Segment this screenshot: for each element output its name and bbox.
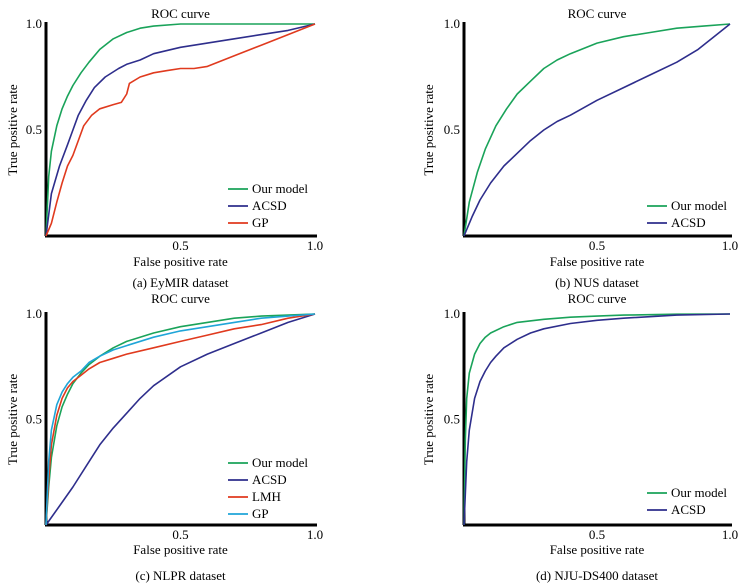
series-line-acsd: [463, 23, 731, 237]
x-tick-label: 1.0: [307, 238, 323, 253]
series-line-acsd: [463, 313, 731, 526]
y-tick-label: 1.0: [26, 16, 42, 31]
legend-label: ACSD: [671, 215, 706, 230]
chart-title: ROC curve: [568, 6, 627, 21]
series-line-acsd: [45, 23, 316, 237]
legend: Our model ACSD LMH GP: [228, 455, 308, 521]
legend-label: ACSD: [671, 502, 706, 517]
series-line-acsd: [45, 313, 316, 526]
y-tick-label: 0.5: [26, 122, 42, 137]
chart-caption: (a) EyMIR dataset: [132, 275, 228, 290]
y-axis-label: True positive rate: [421, 84, 436, 175]
chart-title: ROC curve: [151, 6, 210, 21]
y-axis-label: True positive rate: [421, 374, 436, 465]
legend-label: Our model: [671, 485, 727, 500]
y-axis-label: True positive rate: [5, 84, 20, 175]
x-tick-label: 1.0: [722, 527, 738, 542]
chart-caption: (d) NJU-DS400 dataset: [536, 568, 658, 583]
y-tick-label: 0.5: [444, 412, 460, 427]
legend-label: Our model: [252, 181, 308, 196]
chart-title: ROC curve: [568, 291, 627, 306]
y-tick-label: 0.5: [444, 122, 460, 137]
x-tick-label: 0.5: [589, 238, 605, 253]
chart-panel-2: ROC curve 0.5 1.0 0.5 1.0 False positive rate…: [421, 6, 738, 290]
x-tick-label: 1.0: [722, 238, 738, 253]
chart-title: ROC curve: [151, 291, 210, 306]
legend-label: ACSD: [252, 198, 287, 213]
chart-panel-3: ROC curve 0.5 1.0 0.5 1.0 False positive rate…: [5, 291, 323, 583]
x-axis-label: False positive rate: [550, 542, 645, 557]
x-axis-label: False positive rate: [550, 254, 645, 269]
x-axis-label: False positive rate: [133, 542, 228, 557]
chart-caption: (b) NUS dataset: [555, 275, 639, 290]
legend: Our model ACSD: [647, 198, 727, 230]
x-tick-label: 0.5: [172, 527, 188, 542]
y-tick-label: 0.5: [26, 412, 42, 427]
legend-label: GP: [252, 215, 269, 230]
legend-label: GP: [252, 506, 269, 521]
series-line-gp: [45, 23, 316, 237]
y-tick-label: 1.0: [26, 306, 42, 321]
legend-label: Our model: [252, 455, 308, 470]
chart-panel-1: ROC curve 0.5 1.0 0.5 1.0 False positive rate…: [5, 6, 323, 290]
x-tick-label: 0.5: [172, 238, 188, 253]
series-line-our-model: [45, 23, 315, 237]
legend-label: Our model: [671, 198, 727, 213]
series-line-our-model: [463, 23, 731, 237]
chart-panel-4: ROC curve 0.5 1.0 0.5 1.0 False positive rate…: [421, 291, 738, 583]
legend-label: LMH: [252, 489, 281, 504]
series-line-our-model: [463, 313, 731, 526]
x-tick-label: 0.5: [589, 527, 605, 542]
y-axis-label: True positive rate: [5, 374, 20, 465]
legend: Our model ACSD GP: [228, 181, 308, 230]
legend: Our model ACSD: [647, 485, 727, 517]
x-tick-label: 1.0: [307, 527, 323, 542]
series-line-lmh: [45, 313, 316, 526]
y-tick-label: 1.0: [444, 16, 460, 31]
series-line-gp: [45, 313, 316, 526]
legend-label: ACSD: [252, 472, 287, 487]
x-axis-label: False positive rate: [133, 254, 228, 269]
y-tick-label: 1.0: [444, 306, 460, 321]
chart-caption: (c) NLPR dataset: [135, 568, 226, 583]
